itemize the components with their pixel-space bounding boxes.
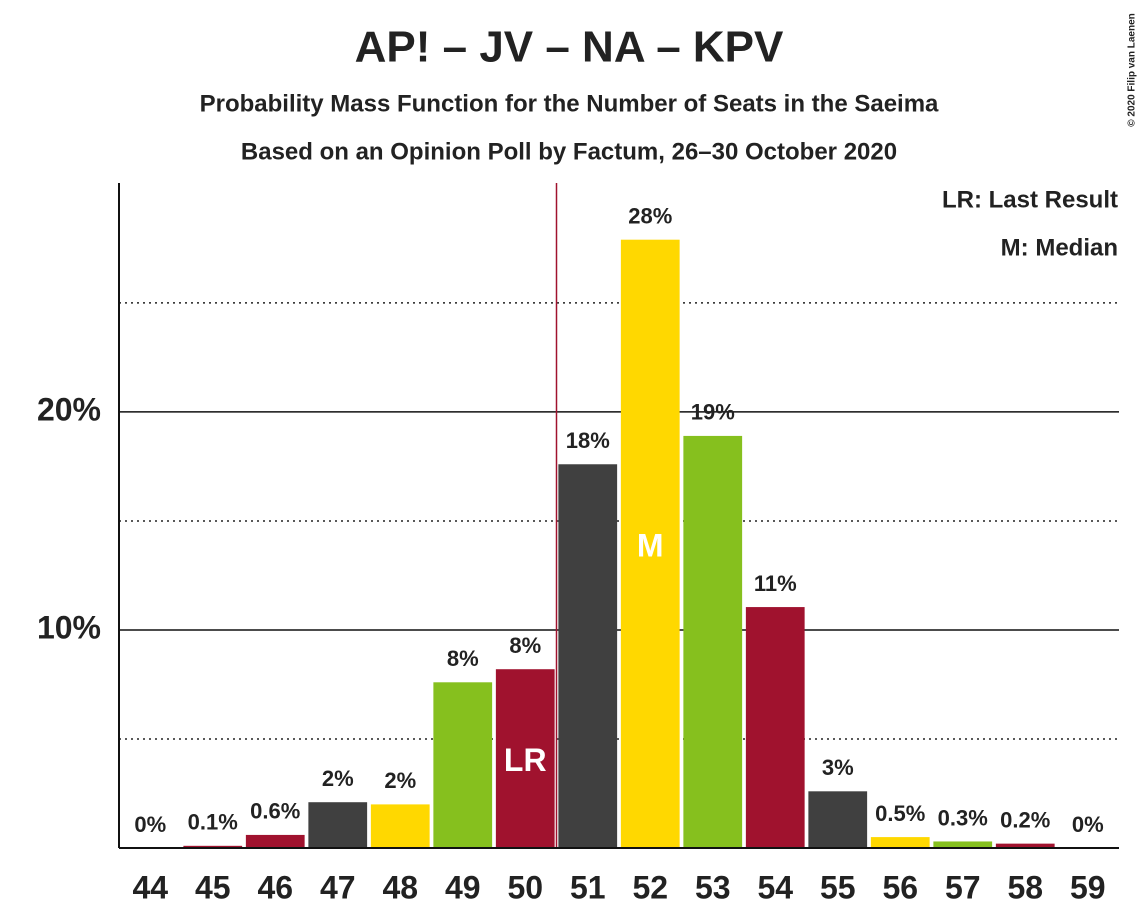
legend-entry: M: Median xyxy=(1001,234,1118,261)
x-tick-label: 58 xyxy=(1007,869,1043,905)
chart-title: AP! – JV – NA – KPV xyxy=(355,23,784,72)
value-label: 19% xyxy=(691,400,735,425)
bar xyxy=(683,435,743,848)
chart-subtitle: Probability Mass Function for the Number… xyxy=(200,90,939,117)
x-tick-label: 52 xyxy=(632,869,668,905)
value-label: 0.6% xyxy=(250,799,300,824)
x-tick-label: 51 xyxy=(570,869,606,905)
bar xyxy=(745,607,805,848)
bar xyxy=(370,804,430,848)
bar xyxy=(620,239,680,848)
bar xyxy=(433,682,493,848)
x-tick-label: 55 xyxy=(820,869,856,905)
value-label: 8% xyxy=(509,633,541,658)
bar xyxy=(308,802,368,848)
chart-subtitle: Based on an Opinion Poll by Factum, 26–3… xyxy=(241,138,897,165)
x-tick-label: 46 xyxy=(257,869,293,905)
value-label: 0% xyxy=(134,812,166,837)
bar xyxy=(245,834,305,848)
value-label: 0.1% xyxy=(188,810,238,835)
x-tick-label: 54 xyxy=(757,869,793,905)
bar xyxy=(558,464,618,848)
value-label: 18% xyxy=(566,428,610,453)
value-label: 2% xyxy=(322,766,354,791)
y-tick-label: 10% xyxy=(37,609,101,645)
value-label: 3% xyxy=(822,755,854,780)
x-tick-label: 53 xyxy=(695,869,731,905)
bar-marker: LR xyxy=(504,742,547,778)
bar xyxy=(933,841,993,848)
x-tick-label: 56 xyxy=(882,869,918,905)
bar xyxy=(183,845,243,848)
x-tick-label: 45 xyxy=(195,869,231,905)
copyright: © 2020 Filip van Laenen xyxy=(1127,13,1138,127)
bar-marker: M xyxy=(637,527,664,563)
bar xyxy=(808,791,868,848)
x-tick-label: 59 xyxy=(1070,869,1106,905)
value-label: 11% xyxy=(754,571,797,596)
x-tick-label: 48 xyxy=(382,869,418,905)
bar xyxy=(995,843,1055,848)
bar xyxy=(870,837,930,848)
value-label: 0.3% xyxy=(938,805,988,830)
x-tick-label: 57 xyxy=(945,869,981,905)
x-tick-label: 47 xyxy=(320,869,356,905)
y-tick-label: 20% xyxy=(37,391,101,427)
bar xyxy=(495,669,555,848)
legend-entry: LR: Last Result xyxy=(942,186,1118,213)
value-label: 2% xyxy=(384,768,416,793)
value-label: 28% xyxy=(628,204,672,229)
x-tick-label: 50 xyxy=(507,869,543,905)
value-label: 8% xyxy=(447,646,479,671)
x-tick-label: 49 xyxy=(445,869,481,905)
value-label: 0.5% xyxy=(875,801,925,826)
value-label: 0% xyxy=(1072,812,1104,837)
value-label: 0.2% xyxy=(1000,807,1050,832)
x-tick-label: 44 xyxy=(132,869,168,905)
